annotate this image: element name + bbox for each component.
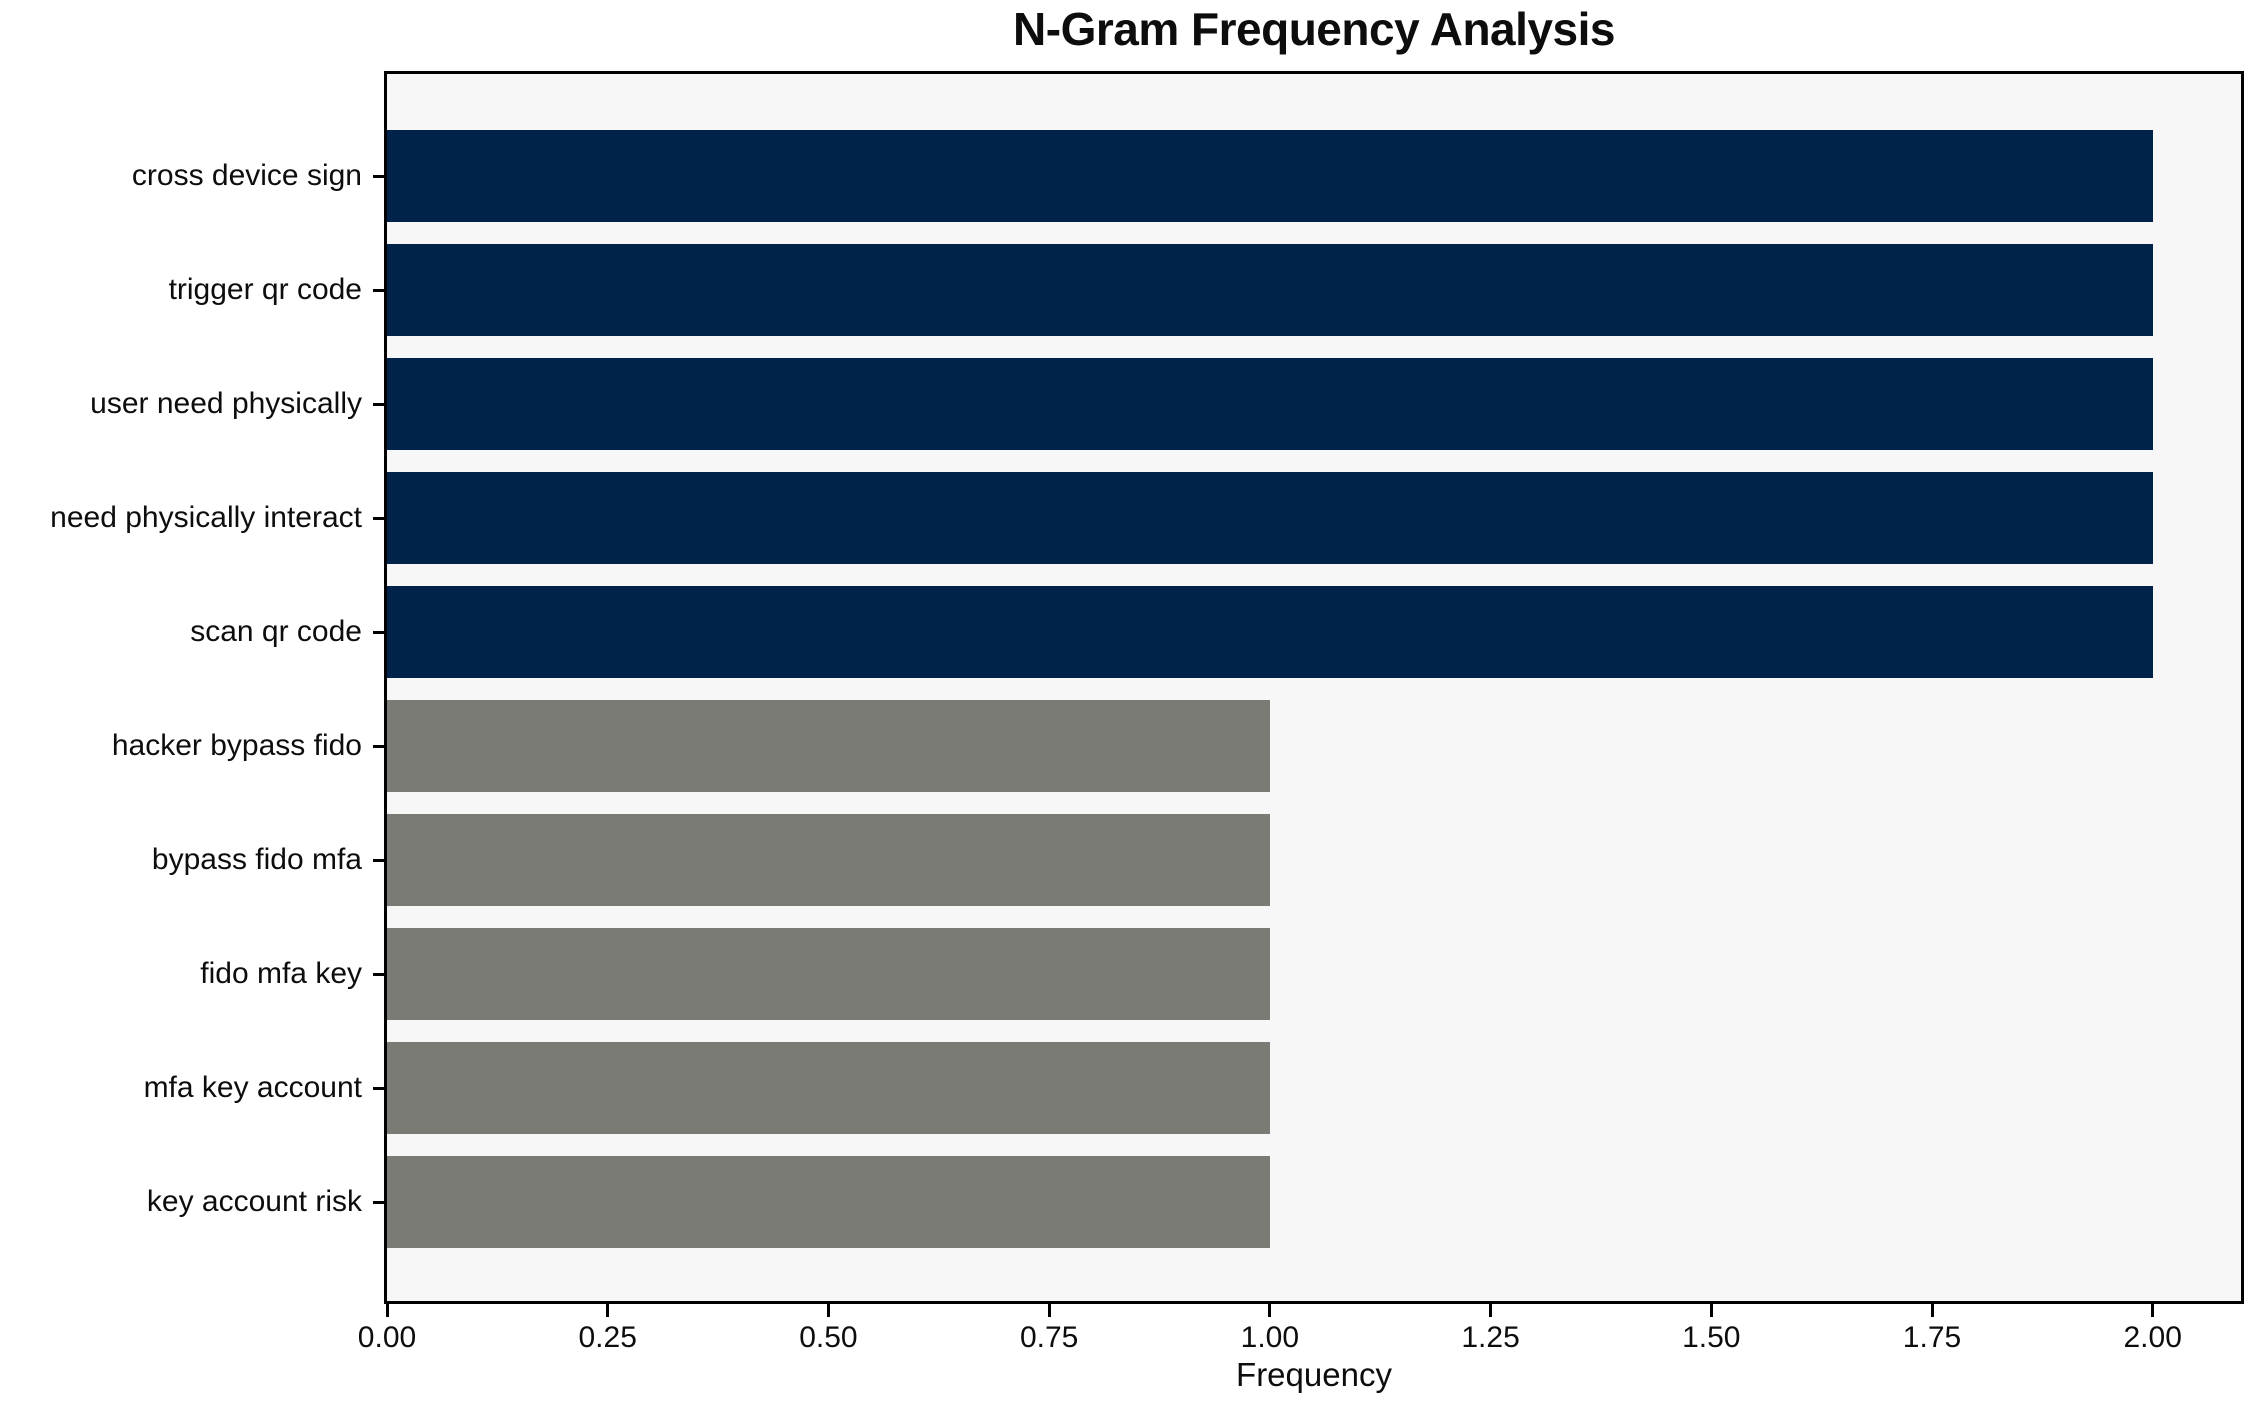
x-tick-mark (826, 1304, 830, 1317)
x-tick-label: 0.75 (1019, 1321, 1079, 1354)
x-tick-label: 2.00 (2123, 1321, 2182, 1354)
bar-key-account-risk (387, 1156, 1270, 1248)
x-tick-mark (385, 1304, 389, 1317)
x-tick-label: 1.50 (1682, 1321, 1741, 1354)
y-axis: cross device sign trigger qr code user nee… (0, 74, 384, 1301)
x-axis: 0.00 0.25 0.50 0.75 1.00 1.25 1.50 1.75 2.00 (358, 1304, 2244, 1374)
y-tick-label: need physically interact (50, 501, 362, 534)
bar-fido-mfa-key (387, 928, 1270, 1020)
x-tick-label: 1.00 (1240, 1321, 1300, 1354)
bar-mfa-key-account (387, 1042, 1270, 1134)
y-tick-mark (373, 402, 384, 406)
y-tick-label: fido mfa key (200, 957, 362, 990)
x-tick-mark (1047, 1304, 1051, 1317)
y-tick-mark (373, 288, 384, 292)
x-tick-mark (1489, 1304, 1493, 1317)
y-tick-mark (373, 516, 384, 520)
bar-need-physically-interact (387, 472, 2153, 564)
bar-trigger-qr-code (387, 244, 2153, 336)
x-tick-label: 0.00 (357, 1321, 417, 1354)
y-tick-label: scan qr code (190, 615, 362, 648)
y-tick-mark (373, 1200, 384, 1204)
bar-user-need-physically (387, 358, 2153, 450)
y-tick-label: cross device sign (131, 159, 362, 192)
y-tick-label: key account risk (146, 1185, 362, 1218)
x-tick-mark (1930, 1304, 1934, 1317)
y-tick-mark (373, 972, 384, 976)
y-tick-label: trigger qr code (168, 273, 362, 306)
x-tick-label: 1.25 (1461, 1321, 1520, 1354)
y-tick-mark (373, 744, 384, 748)
bar-scan-qr-code (387, 586, 2153, 678)
bar-bypass-fido-mfa (387, 814, 1270, 906)
x-tick-label: 1.75 (1902, 1321, 1962, 1354)
y-tick-mark (373, 630, 384, 634)
x-tick-mark (1709, 1304, 1713, 1317)
y-tick-mark (373, 174, 384, 178)
y-tick-mark (373, 858, 384, 862)
y-tick-mark (373, 1086, 384, 1090)
x-tick-mark (2151, 1304, 2155, 1317)
x-tick-label: 0.25 (578, 1321, 637, 1354)
chart-title: N-Gram Frequency Analysis (1013, 3, 1615, 55)
y-tick-label: user need physically (90, 387, 362, 420)
x-tick-label: 0.50 (799, 1321, 858, 1354)
x-tick-mark (606, 1304, 610, 1317)
x-tick-mark (1268, 1304, 1272, 1317)
x-axis-label: Frequency (1236, 1356, 1392, 1393)
bar-cross-device-sign (387, 130, 2153, 222)
plot-area (384, 71, 2244, 1304)
y-tick-label: bypass fido mfa (151, 843, 362, 876)
y-tick-label: hacker bypass fido (111, 729, 362, 762)
y-tick-label: mfa key account (143, 1071, 362, 1104)
bar-hacker-bypass-fido (387, 700, 1270, 792)
